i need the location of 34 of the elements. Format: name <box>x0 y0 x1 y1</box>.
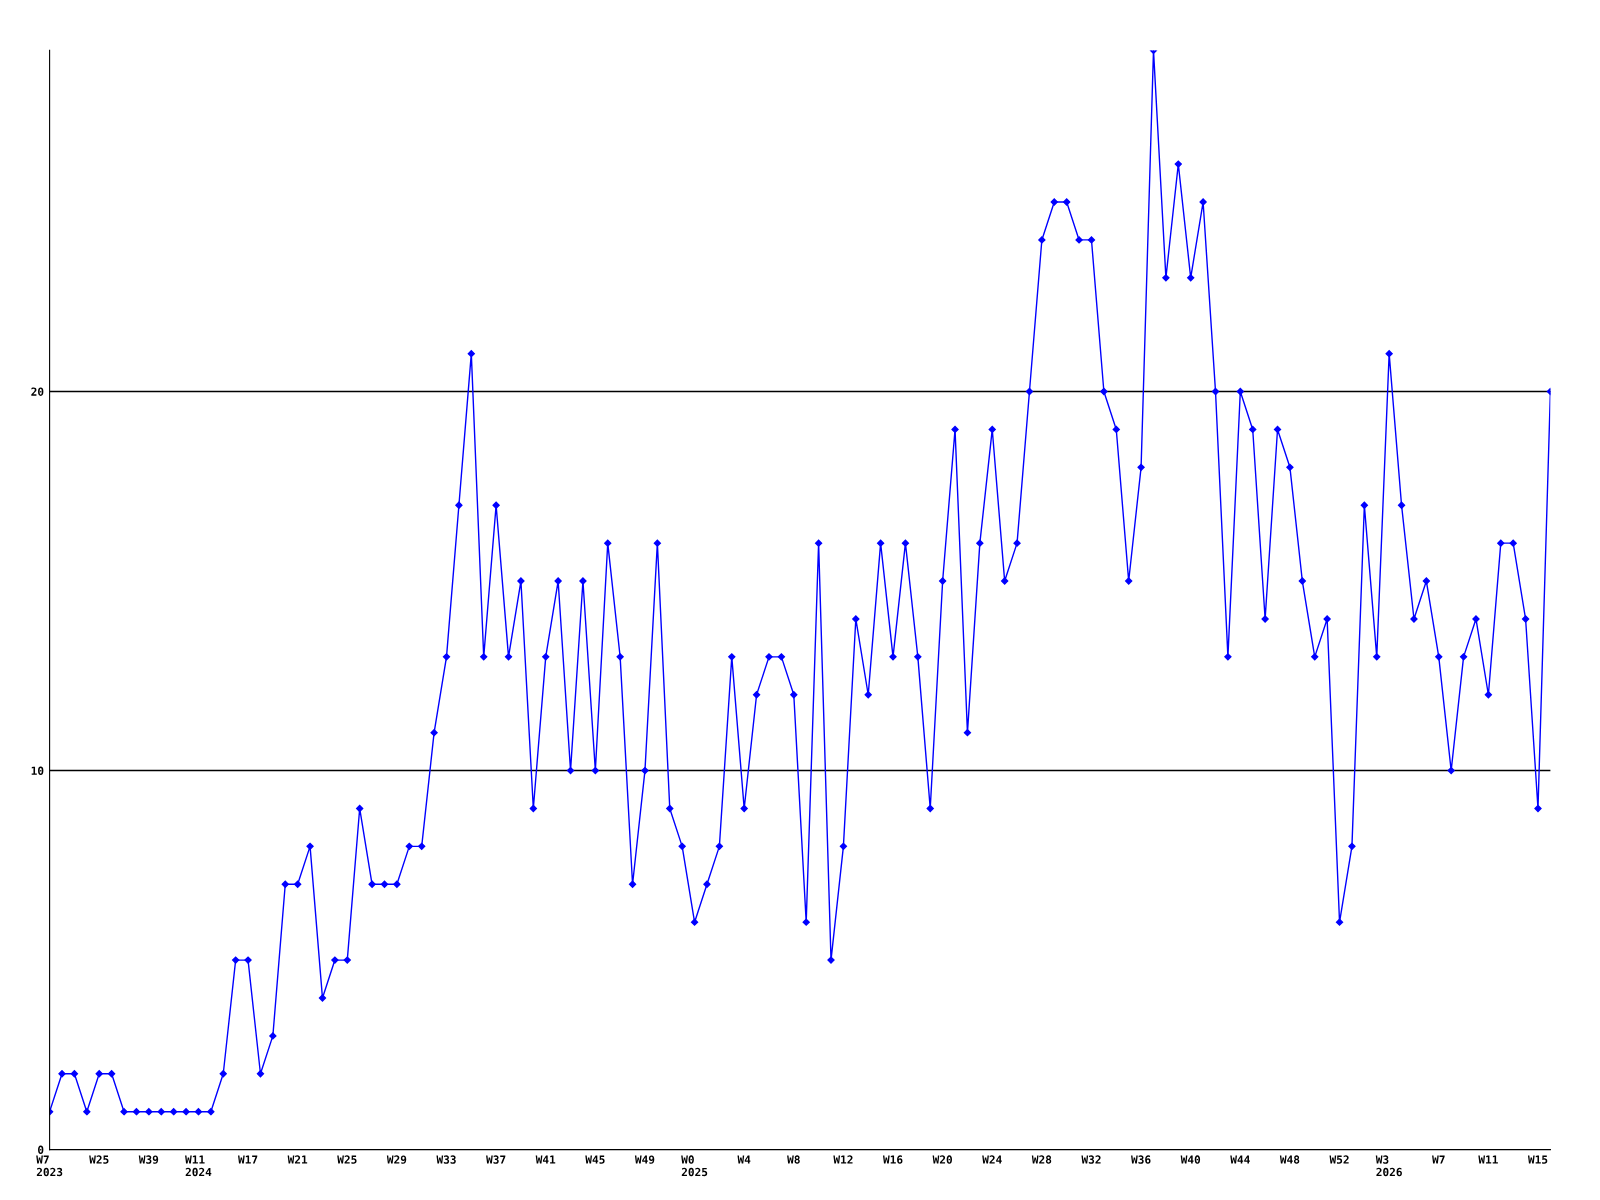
x-tick-label: W29 <box>386 1155 407 1164</box>
y-tick-label: 10 <box>31 766 44 775</box>
x-tick-label: W33 <box>436 1155 456 1164</box>
x-tick-label: W49 <box>634 1155 655 1164</box>
x-tick-label: W39 <box>138 1155 159 1164</box>
x-tick-label: W20 <box>932 1155 953 1164</box>
x-tick-label: W17 <box>238 1155 258 1164</box>
x-tick-label: W41 <box>535 1155 556 1164</box>
x-tick-label: W11 2024 <box>185 1155 212 1177</box>
x-tick-label: W45 <box>585 1155 605 1164</box>
x-tick-label: W48 <box>1279 1155 1300 1164</box>
x-tick-label: W8 <box>787 1155 800 1164</box>
x-tick-label: W0 2025 <box>681 1155 708 1177</box>
x-tick-label: W40 <box>1180 1155 1201 1164</box>
x-tick-label: W3 2026 <box>1375 1155 1402 1177</box>
x-tick-label: W21 <box>287 1155 308 1164</box>
x-tick-label: W4 <box>737 1155 751 1164</box>
y-tick-label: 0 <box>38 1145 44 1154</box>
x-tick-label: W52 <box>1329 1155 1349 1164</box>
x-tick-label: W32 <box>1081 1155 1101 1164</box>
x-tick-label: W12 <box>833 1155 853 1164</box>
x-tick-label: W44 <box>1230 1155 1250 1164</box>
x-tick-label: W16 <box>882 1155 903 1164</box>
x-tick-label: W25 <box>89 1155 109 1164</box>
y-tick-label: 20 <box>31 387 44 396</box>
x-tick-label: W24 <box>982 1155 1002 1164</box>
x-tick-label: W15 <box>1527 1155 1548 1164</box>
x-tick-label: W11 <box>1478 1155 1498 1164</box>
x-tick-label: W37 <box>486 1155 506 1164</box>
x-tick-label: W28 <box>1031 1155 1052 1164</box>
x-tick-label: W7 <box>1432 1155 1445 1164</box>
x-tick-label: W36 <box>1131 1155 1151 1164</box>
x-tick-label: W25 <box>337 1155 357 1164</box>
x-tick-label: W7 2023 <box>36 1155 63 1177</box>
